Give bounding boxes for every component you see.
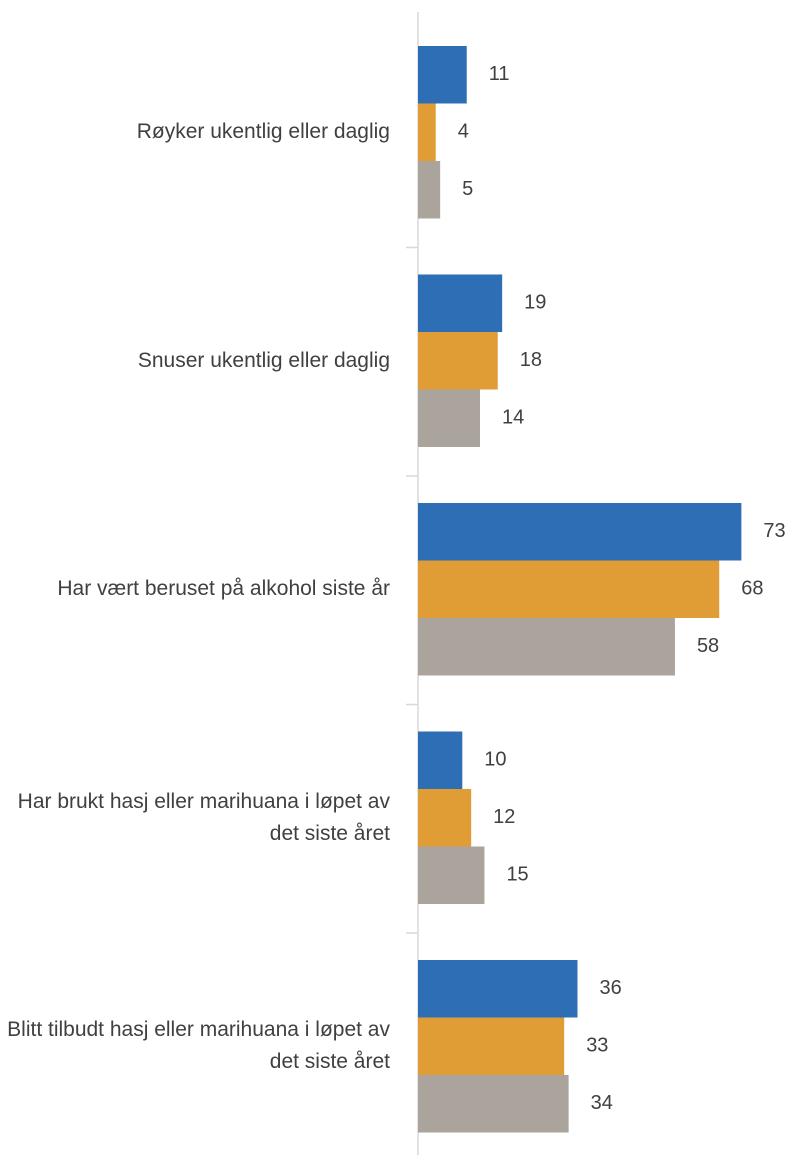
category-label: Røyker ukentlig eller daglig: [136, 120, 390, 144]
value-label: 36: [599, 977, 621, 999]
bar: [418, 618, 675, 676]
value-label: 4: [458, 121, 469, 143]
category-label: Blitt tilbudt hasj eller marihuana i løp…: [7, 1018, 390, 1074]
value-label: 12: [493, 806, 515, 828]
bar: [418, 789, 472, 847]
bar: [418, 46, 467, 104]
bar: [418, 731, 463, 789]
category-label: Har brukt hasj eller marihuana i løpet a…: [17, 789, 390, 845]
value-label: 73: [763, 520, 785, 542]
bar: [418, 103, 436, 161]
bar: [418, 560, 720, 618]
bar: [418, 389, 481, 447]
bar: [418, 332, 498, 390]
bar: [418, 161, 441, 219]
category-label: Har vært beruset på alkohol siste år: [57, 577, 390, 601]
value-label: 18: [520, 349, 542, 371]
bar: [418, 503, 742, 561]
bar: [418, 1017, 565, 1075]
value-label: 19: [524, 292, 546, 314]
value-label: 5: [462, 178, 473, 200]
bar: [418, 274, 503, 332]
value-label: 15: [506, 864, 528, 886]
bar: [418, 960, 578, 1018]
value-label: 11: [489, 63, 510, 85]
value-label: 10: [484, 749, 506, 771]
value-label: 58: [697, 635, 719, 657]
value-label: 33: [586, 1035, 608, 1057]
category-label: Snuser ukentlig eller daglig: [137, 348, 390, 372]
bar: [418, 1075, 569, 1133]
value-label: 34: [591, 1092, 613, 1114]
value-label: 14: [502, 407, 524, 429]
value-label: 68: [741, 578, 763, 600]
bar: [418, 846, 485, 904]
